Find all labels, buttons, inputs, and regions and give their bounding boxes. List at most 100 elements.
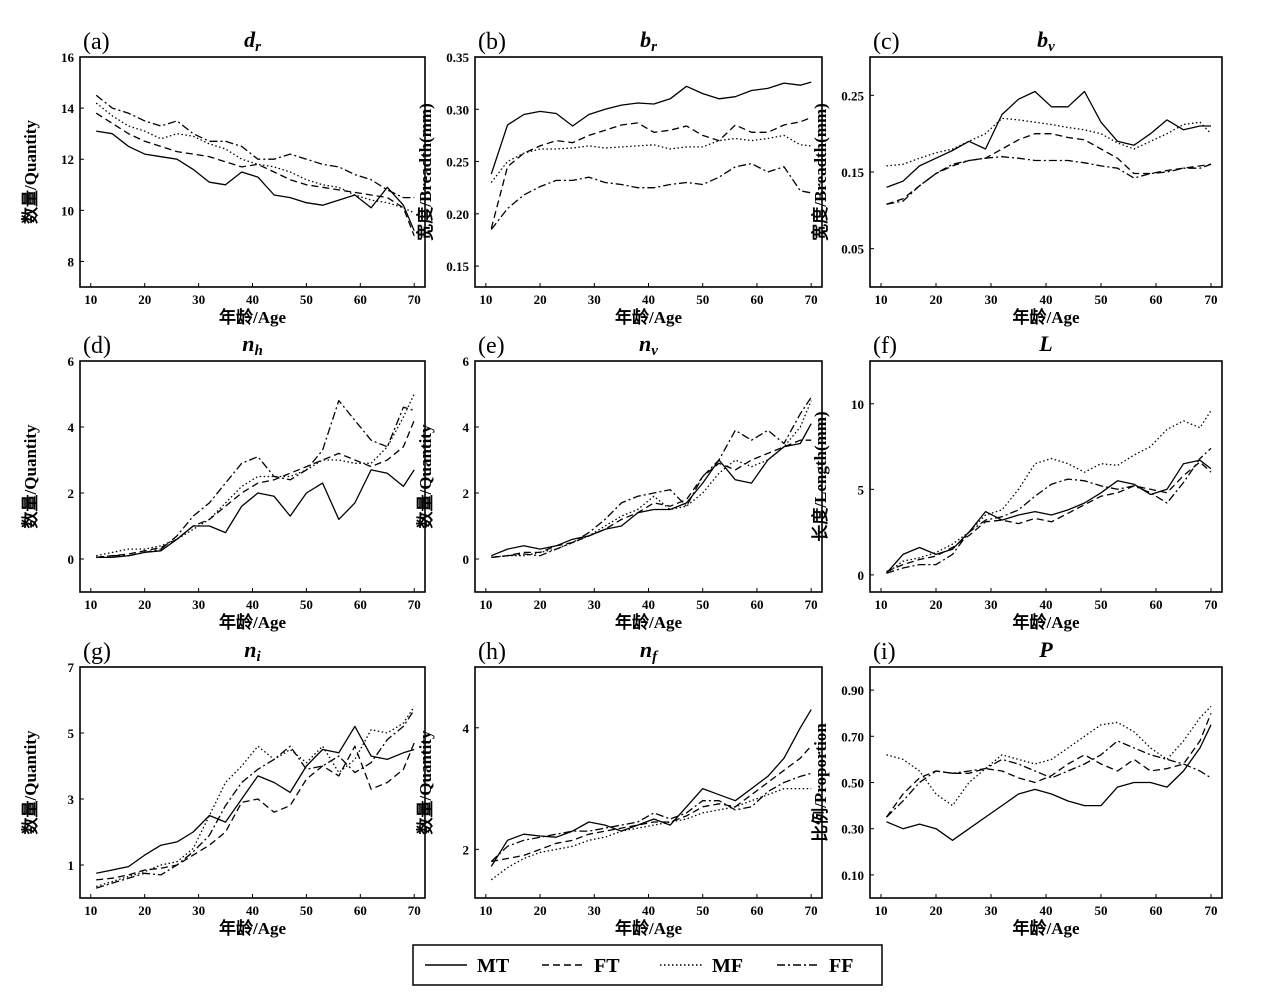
variable-title: nf xyxy=(640,637,659,665)
x-axis-label: 年龄/Age xyxy=(1012,918,1079,938)
series-line-ff xyxy=(886,447,1212,574)
series-line-ft xyxy=(96,420,415,559)
x-tick-label: 50 xyxy=(1095,903,1108,918)
variable-subscript: h xyxy=(254,343,262,359)
series-line-mf xyxy=(96,393,415,557)
y-tick-label: 5 xyxy=(68,726,75,741)
legend-box xyxy=(412,944,883,986)
series-line-mf xyxy=(490,787,812,881)
x-tick-label: 60 xyxy=(1150,903,1163,918)
panel-a: (a) dr 10 20 30 40 50 60 70 8 10 12 14 16 年龄/Age 数量/Qua… xyxy=(20,27,426,327)
panel-label: (h) xyxy=(478,639,506,665)
variable-title: dr xyxy=(244,27,261,55)
x-tick-label: 30 xyxy=(985,903,998,918)
panel-label: (a) xyxy=(83,29,110,55)
panel-i: (i) P 10 20 30 40 50 60 70 0.10 0.30 0.50 0.70 0.90 年龄… xyxy=(810,637,1223,938)
x-tick-label: 50 xyxy=(1095,292,1108,307)
variable-symbol: b xyxy=(1037,27,1048,52)
series-line-ff xyxy=(95,94,415,199)
series-line-mt xyxy=(96,469,415,559)
variable-title: nh xyxy=(242,331,263,359)
x-tick-label: 70 xyxy=(408,292,421,307)
panel-b: (b) br 10 20 30 40 50 60 70 0.15 0.20 0.25 0.30 0.35 年… xyxy=(415,27,823,327)
y-tick-label: 0.30 xyxy=(841,822,864,837)
x-tick-label: 50 xyxy=(1095,597,1108,612)
x-tick-label: 60 xyxy=(750,292,763,307)
series-line-mf xyxy=(886,705,1212,807)
x-tick-label: 40 xyxy=(246,292,259,307)
y-tick-label: 0.10 xyxy=(841,868,864,883)
legend-label-ff: FF xyxy=(829,955,853,977)
variable-title: ni xyxy=(244,637,261,665)
y-axis-label: 数量/Quantity xyxy=(415,730,435,834)
x-tick-label: 40 xyxy=(642,903,655,918)
x-tick-label: 60 xyxy=(354,292,367,307)
y-tick-label: 0.20 xyxy=(446,207,469,222)
x-tick-label: 60 xyxy=(750,903,763,918)
series-line-mf xyxy=(96,706,415,888)
y-tick-label: 0.30 xyxy=(446,102,469,117)
y-tick-label: 3 xyxy=(68,792,75,807)
x-tick-label: 70 xyxy=(1205,292,1218,307)
panel-d: (d) nh 10 20 30 40 50 60 70 0 2 4 6 年龄/Age 数量/Quantity xyxy=(20,331,426,632)
series-line-ft xyxy=(885,712,1212,818)
y-tick-label: 2 xyxy=(68,486,75,501)
x-tick-label: 30 xyxy=(588,597,601,612)
variable-symbol: L xyxy=(1038,331,1052,356)
series-line-mt xyxy=(886,90,1211,188)
panel-label: (d) xyxy=(83,333,111,359)
x-tick-label: 70 xyxy=(408,597,421,612)
series-line-ff xyxy=(96,399,415,559)
variable-subscript: v xyxy=(1048,39,1055,55)
x-tick-label: 60 xyxy=(1150,597,1163,612)
series-line-mt xyxy=(490,81,812,175)
variable-title: bv xyxy=(1037,27,1055,55)
y-axis-label: 数量/Quantity xyxy=(20,424,40,528)
y-tick-label: 0.70 xyxy=(841,729,864,744)
x-axis-label: 年龄/Age xyxy=(219,612,286,632)
y-tick-label: 0.25 xyxy=(841,88,864,103)
variable-title: br xyxy=(640,27,657,55)
panel-g: (g) ni 10 20 30 40 50 60 70 1 3 5 7 年龄/Age 数量/Quantity xyxy=(20,637,426,938)
y-axis-label: 宽度/Breadth(mm) xyxy=(810,103,830,241)
series-line-ft xyxy=(95,112,415,237)
series-line-ft xyxy=(490,116,812,229)
x-tick-label: 40 xyxy=(1040,292,1053,307)
series-line-mt xyxy=(96,725,415,874)
x-tick-label: 40 xyxy=(1040,903,1053,918)
x-tick-label: 60 xyxy=(354,597,367,612)
variable-symbol: n xyxy=(244,637,256,662)
x-tick-label: 20 xyxy=(534,903,547,918)
panel-label: (e) xyxy=(478,333,505,359)
y-tick-label: 7 xyxy=(68,660,75,675)
y-axis-label: 数量/Quantity xyxy=(20,730,40,834)
x-axis-label: 年龄/Age xyxy=(1012,612,1079,632)
x-tick-label: 50 xyxy=(696,292,709,307)
x-tick-label: 70 xyxy=(805,903,818,918)
series-line-ft xyxy=(886,133,1212,205)
series-line-mt xyxy=(886,724,1212,841)
x-tick-label: 40 xyxy=(246,903,259,918)
series-line-ft xyxy=(96,742,415,881)
x-tick-label: 40 xyxy=(642,597,655,612)
y-tick-label: 8 xyxy=(68,254,75,269)
x-tick-label: 10 xyxy=(479,597,492,612)
panel-label: (f) xyxy=(873,333,897,359)
x-tick-label: 40 xyxy=(246,597,259,612)
x-tick-label: 30 xyxy=(192,292,205,307)
series-line-mt xyxy=(96,130,415,232)
y-tick-label: 0 xyxy=(463,552,470,567)
y-tick-label: 6 xyxy=(68,354,75,369)
x-tick-label: 70 xyxy=(805,597,818,612)
y-tick-label: 0.50 xyxy=(841,776,864,791)
series-line-ft xyxy=(491,439,812,559)
panel-f: (f) L 10 20 30 40 50 60 70 0 5 10 年龄/Age 长度/Length(mm… xyxy=(810,331,1223,632)
series-line-ff xyxy=(490,772,812,862)
panel-label: (c) xyxy=(873,29,900,55)
panel-h: (h) nf 10 20 30 40 50 60 70 2 4 年龄/Age 数量/Quantity xyxy=(415,637,823,938)
legend-label-mf: MF xyxy=(712,955,743,977)
y-axis-label: 数量/Quantity xyxy=(20,120,40,224)
y-tick-label: 6 xyxy=(463,354,470,369)
x-tick-label: 50 xyxy=(300,597,313,612)
